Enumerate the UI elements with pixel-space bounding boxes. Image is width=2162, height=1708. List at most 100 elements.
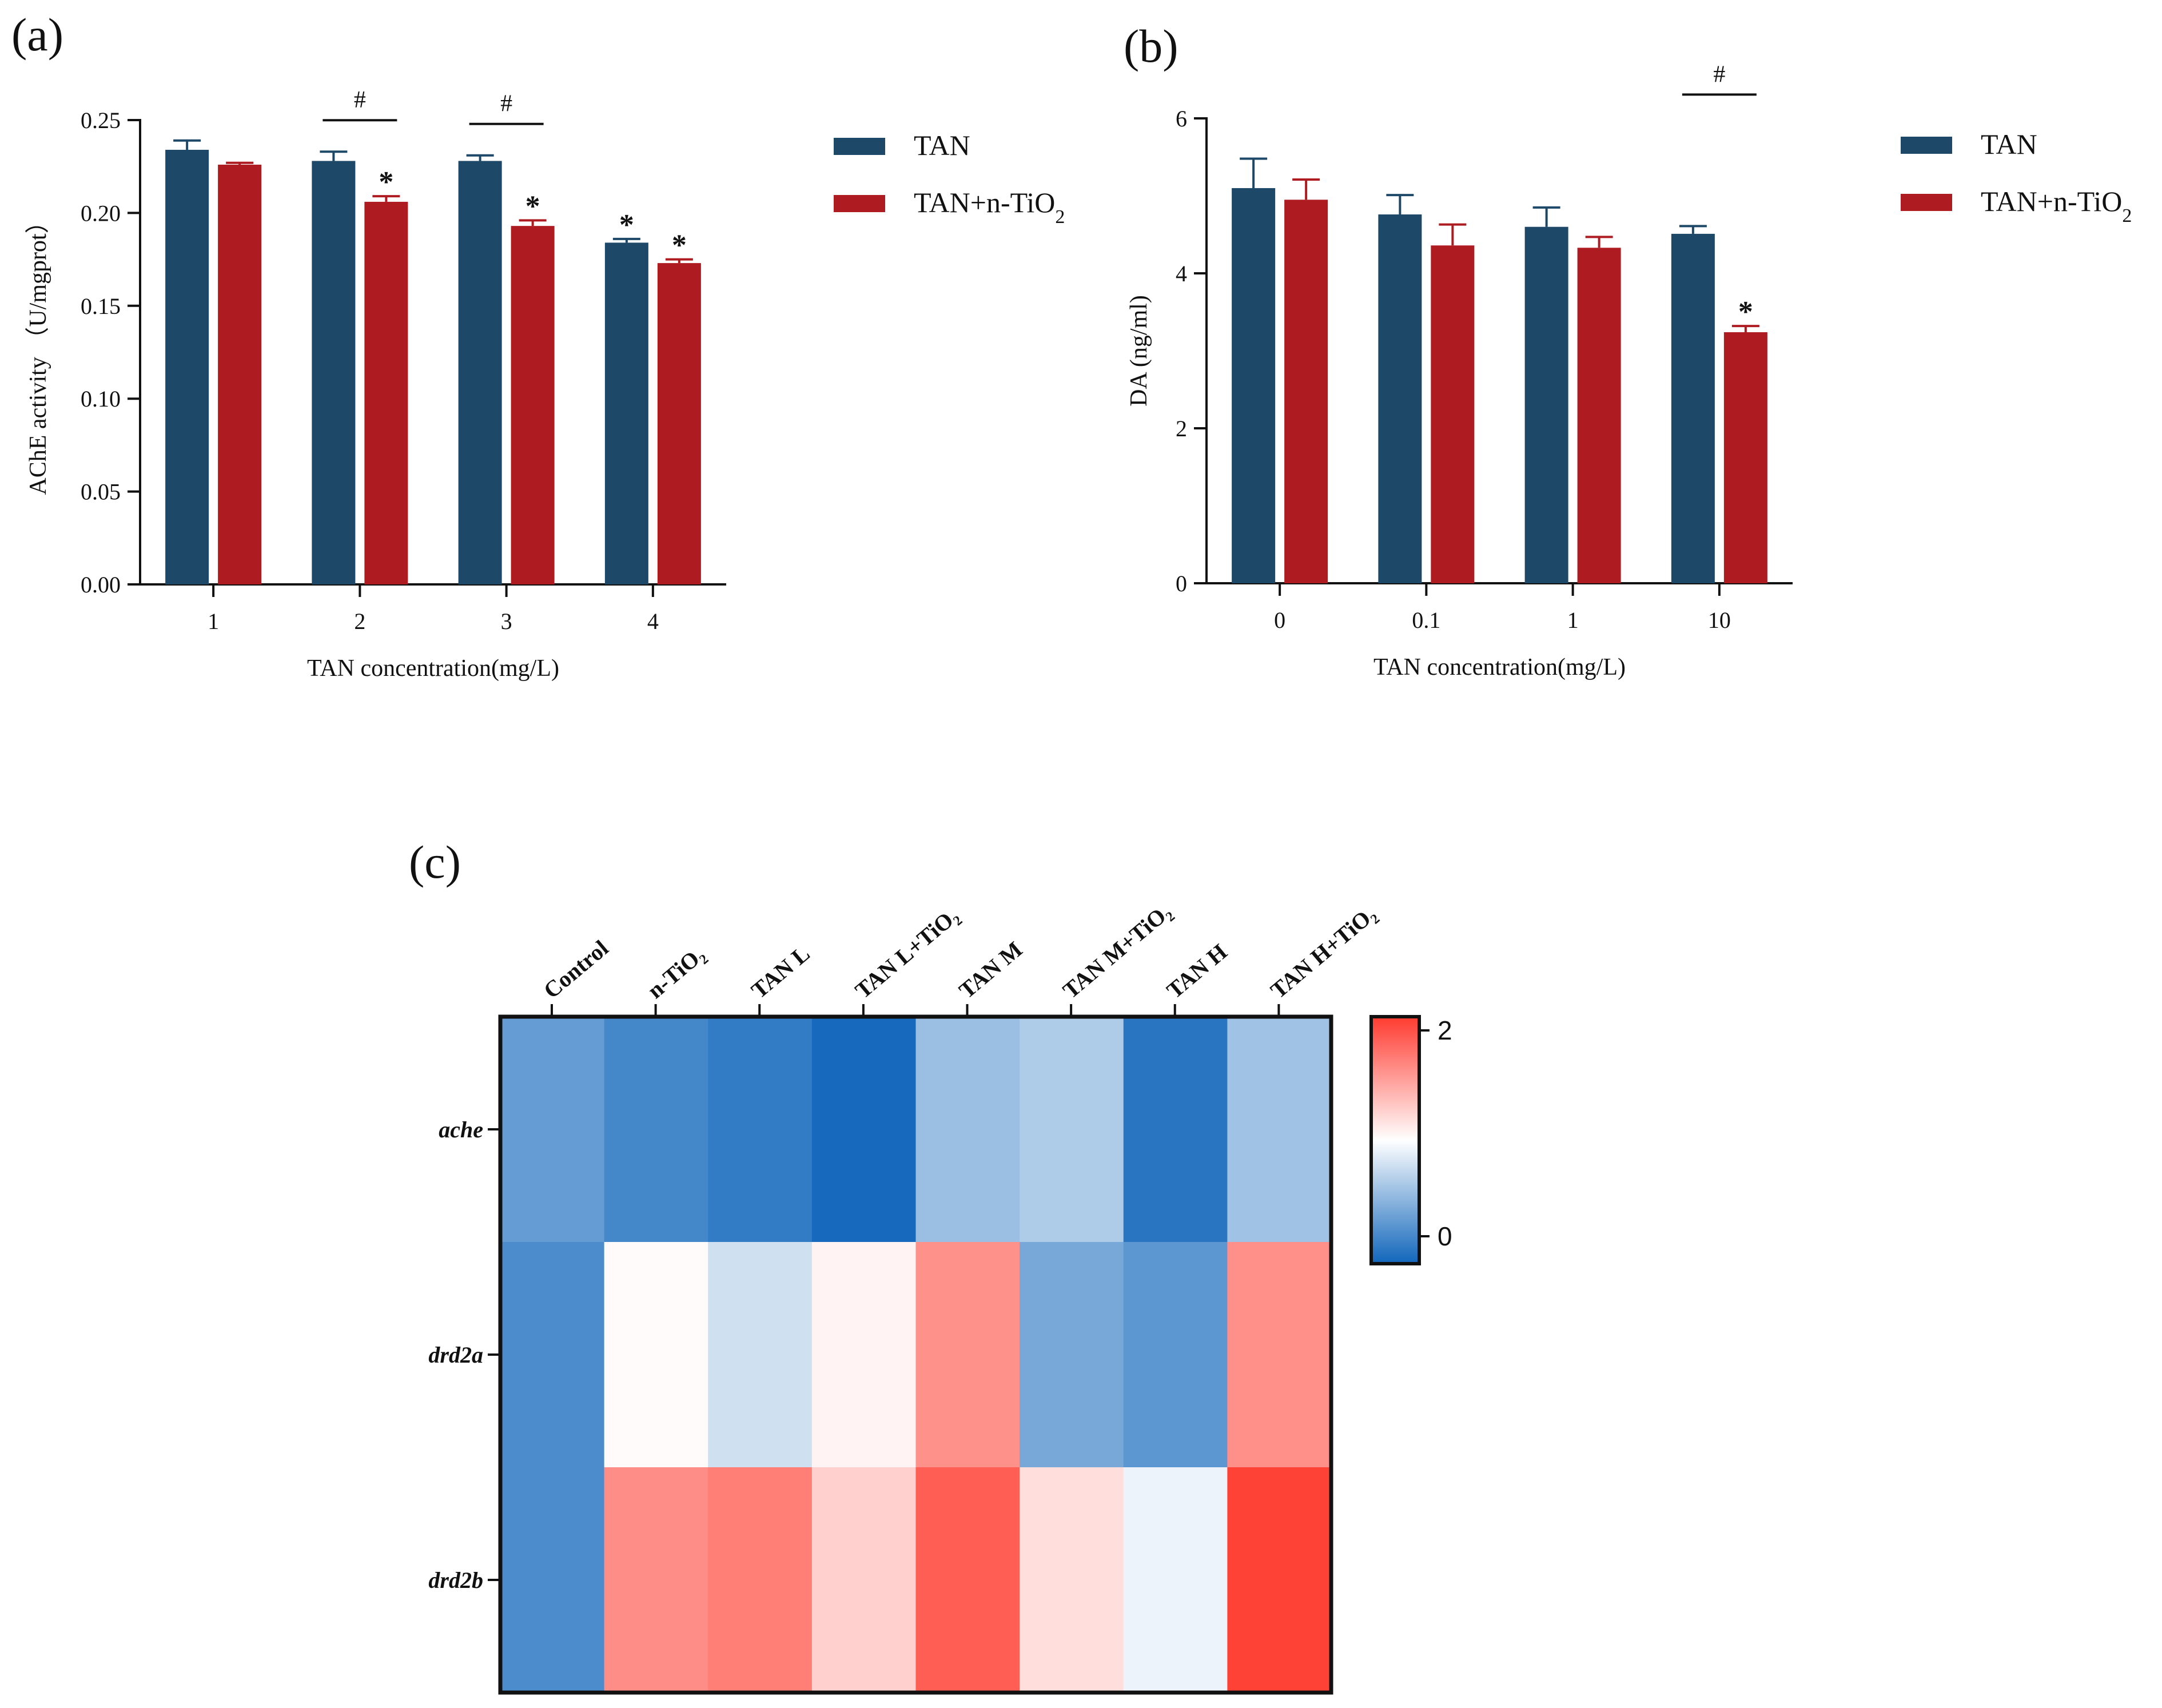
chart-b-legend-label-text: TAN+n-TiO [1981, 185, 2122, 217]
chart-b-legend-swatch [1901, 137, 1952, 154]
chart-a-xtick-label: 2 [354, 608, 365, 634]
heatmap-col-label: TAN H [1162, 939, 1232, 1004]
chart-b-bar [1671, 233, 1715, 583]
heatmap-cell [1123, 1017, 1228, 1243]
chart-a-significance-star: * [379, 166, 393, 198]
chart-a-legend-label-text: TAN+n-TiO [914, 186, 1055, 218]
heatmap-cell [1227, 1017, 1332, 1243]
heatmap-cell [500, 1467, 605, 1693]
chart-b-xtick-label: 10 [1708, 607, 1731, 633]
heatmap-cell [915, 1017, 1020, 1243]
chart-b-xtick-label: 1 [1567, 607, 1579, 633]
heatmap-cell [1020, 1017, 1124, 1243]
heatmap-cell [708, 1242, 813, 1468]
chart-a-bar [604, 242, 648, 584]
chart-b-xtick-label: 0 [1274, 607, 1285, 633]
chart-b-bar [1723, 332, 1767, 583]
heatmap-col-label: n-TiO₂ [642, 941, 710, 1004]
colorbar [1369, 1015, 1421, 1265]
heatmap-cell [500, 1242, 605, 1468]
chart-a-x-label: TAN concentration(mg/L) [307, 655, 559, 682]
panel-b-label: (b) [1124, 20, 1178, 72]
chart-a-legend-label-sub: 2 [1055, 206, 1065, 228]
heatmap-cell [708, 1017, 813, 1243]
heatmap-cell [811, 1017, 916, 1243]
chart-a-y-label: AChE activity （U/mgprot） [25, 209, 51, 495]
heatmap-cell [811, 1467, 916, 1693]
heatmap-cell [604, 1467, 708, 1693]
panel-a-label: (a) [11, 9, 63, 61]
heatmap-col-label: TAN H+TiO₂ [1265, 901, 1381, 1003]
heatmap-cell [1123, 1242, 1228, 1468]
chart-a-legend-swatch [834, 138, 885, 155]
chart-a-ytick-label: 0.05 [81, 479, 121, 505]
chart-b-bar [1284, 200, 1328, 583]
chart-b-ytick-label: 6 [1176, 106, 1187, 132]
chart-a-hash-mark: # [354, 87, 366, 113]
chart-b-bar [1577, 248, 1621, 583]
chart-a-bar [165, 149, 209, 584]
chart-a-bar [458, 161, 502, 584]
heatmap-cell [604, 1242, 708, 1468]
heatmap-row-label: drd2a [428, 1342, 483, 1368]
colorbar-tick-label: 0 [1438, 1221, 1452, 1251]
chart-a-legend-label: TAN+n-TiO2 [914, 186, 1065, 228]
chart-b-ytick-label: 2 [1176, 416, 1187, 441]
chart-a-ytick-label: 0.25 [81, 108, 121, 133]
heatmap-cell [1123, 1467, 1228, 1693]
chart-a-hash-mark: # [500, 91, 512, 117]
chart-a-legend-label: TAN [914, 129, 970, 161]
chart-a-ytick-label: 0.20 [81, 200, 121, 226]
chart-b: 0 2 4 6 0 0.1 1 10 TAN concentration(mg/L) DA (ng… [1126, 61, 2132, 680]
chart-b-x-label: TAN concentration(mg/L) [1373, 654, 1626, 680]
chart-b-legend-swatch [1901, 194, 1952, 211]
heatmap-cell [1227, 1467, 1332, 1693]
chart-b-legend-label: TAN+n-TiO2 [1981, 185, 2132, 226]
chart-a-legend-swatch [834, 195, 885, 212]
chart-a-bar [511, 226, 555, 584]
chart-a-significance-star: * [672, 229, 687, 262]
panel-c-label: (c) [409, 836, 461, 888]
chart-a-bar [312, 161, 356, 584]
chart-b-bar [1431, 245, 1475, 584]
chart-a-xtick-label: 4 [647, 608, 659, 634]
chart-b-legend-label: TAN [1981, 128, 2037, 160]
chart-a-ytick-label: 0.15 [81, 293, 121, 319]
heatmap-col-label: TAN L [746, 940, 814, 1003]
chart-b-hash-mark: # [1713, 61, 1725, 87]
chart-b-ytick-label: 4 [1176, 261, 1187, 286]
heatmap-col-label: TAN M+TiO₂ [1058, 898, 1176, 1004]
heatmap-col-label: TAN M [954, 936, 1027, 1004]
chart-a: 0.00 0.05 0.10 0.15 0.20 0.25 1 2 3 4 TAN concentr… [25, 87, 1065, 682]
heatmap-cell [1227, 1242, 1332, 1468]
chart-a-bar [218, 164, 262, 584]
chart-b-legend-label-sub: 2 [2122, 205, 2132, 226]
heatmap-cell [1020, 1242, 1124, 1468]
heatmap-cell [708, 1467, 813, 1693]
heatmap-cell [811, 1242, 916, 1468]
heatmap-row-label: ache [439, 1117, 483, 1142]
chart-a-bar [657, 263, 701, 584]
heatmap-col-label: Control [539, 935, 614, 1004]
chart-b-bar [1524, 226, 1568, 583]
chart-a-xtick-label: 1 [208, 608, 219, 634]
heatmap-cell [604, 1017, 708, 1243]
heatmap-row-label: drd2b [428, 1567, 483, 1593]
heatmap-cell [500, 1017, 605, 1243]
chart-b-xtick-label: 0.1 [1412, 607, 1440, 633]
chart-a-significance-star: * [619, 209, 634, 241]
chart-b-significance-star: * [1738, 296, 1753, 328]
heatmap-cell [915, 1467, 1020, 1693]
chart-a-ytick-label: 0.10 [81, 386, 121, 412]
heatmap-cell [1020, 1467, 1124, 1693]
chart-a-bar [364, 201, 408, 584]
chart-b-ytick-label: 0 [1176, 571, 1187, 596]
chart-b-bar [1232, 188, 1276, 583]
colorbar-tick-label: 2 [1438, 1016, 1452, 1045]
heatmap-cell [915, 1242, 1020, 1468]
heatmap-col-label: TAN L+TiO₂ [850, 902, 963, 1004]
chart-a-xtick-label: 3 [501, 608, 512, 634]
chart-b-y-label: DA (ng/ml) [1126, 295, 1152, 407]
